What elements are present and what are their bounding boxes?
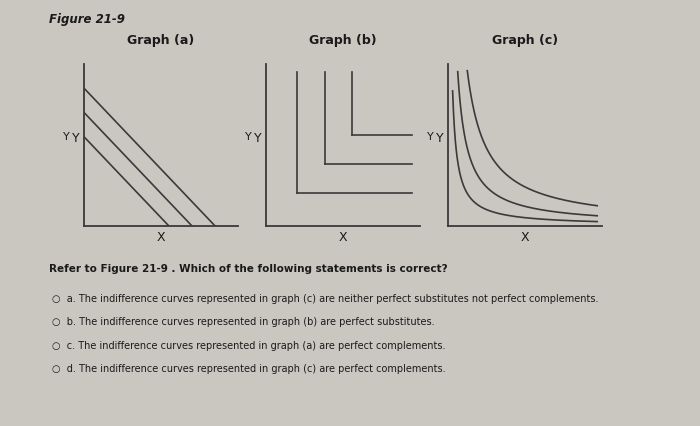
X-axis label: X: X bbox=[339, 231, 347, 245]
Text: Figure 21-9: Figure 21-9 bbox=[49, 13, 125, 26]
Text: ○  a. The indifference curves represented in graph (c) are neither perfect subst: ○ a. The indifference curves represented… bbox=[52, 294, 599, 304]
X-axis label: X: X bbox=[157, 231, 165, 245]
Text: ○  d. The indifference curves represented in graph (c) are perfect complements.: ○ d. The indifference curves represented… bbox=[52, 364, 446, 374]
Text: Y: Y bbox=[427, 132, 434, 142]
Y-axis label: Y: Y bbox=[72, 132, 80, 145]
Y-axis label: Y: Y bbox=[436, 132, 444, 145]
Text: Y: Y bbox=[63, 132, 70, 142]
Text: Graph (a): Graph (a) bbox=[127, 34, 195, 47]
X-axis label: X: X bbox=[521, 231, 529, 245]
Text: ○  b. The indifference curves represented in graph (b) are perfect substitutes.: ○ b. The indifference curves represented… bbox=[52, 317, 435, 327]
Text: Graph (c): Graph (c) bbox=[492, 34, 558, 47]
Text: Graph (b): Graph (b) bbox=[309, 34, 377, 47]
Y-axis label: Y: Y bbox=[254, 132, 262, 145]
Text: Y: Y bbox=[245, 132, 252, 142]
Text: Refer to Figure 21-9 . Which of the following statements is correct?: Refer to Figure 21-9 . Which of the foll… bbox=[49, 264, 447, 274]
Text: ○  c. The indifference curves represented in graph (a) are perfect complements.: ○ c. The indifference curves represented… bbox=[52, 341, 446, 351]
